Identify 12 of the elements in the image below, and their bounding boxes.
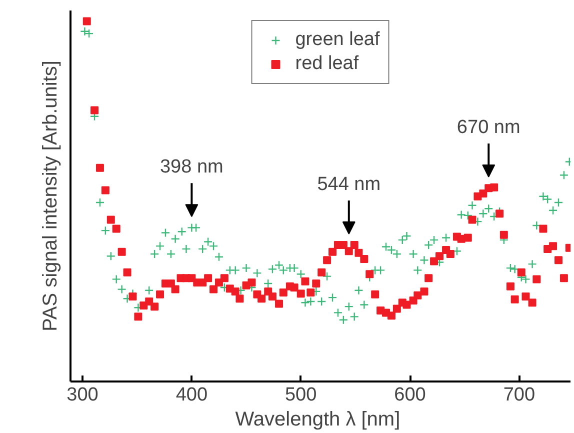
x-tick-label: 400	[176, 384, 208, 406]
x-tick-label: 600	[394, 384, 426, 406]
legend-label: green leaf	[295, 29, 380, 51]
annotation: 398 nm	[160, 156, 224, 178]
annotation: 544 nm	[317, 174, 381, 195]
legend-label: red leaf	[295, 53, 359, 75]
annotation: 670 nm	[456, 116, 520, 138]
x-tick-label: 700	[503, 384, 536, 406]
y-axis-title: PAS signal intensity [Arb.units]	[40, 60, 62, 332]
x-tick-label: 300	[66, 384, 98, 406]
x-axis-title: Wavelength λ [nm]	[235, 408, 400, 430]
x-tick-label: 500	[285, 384, 317, 406]
